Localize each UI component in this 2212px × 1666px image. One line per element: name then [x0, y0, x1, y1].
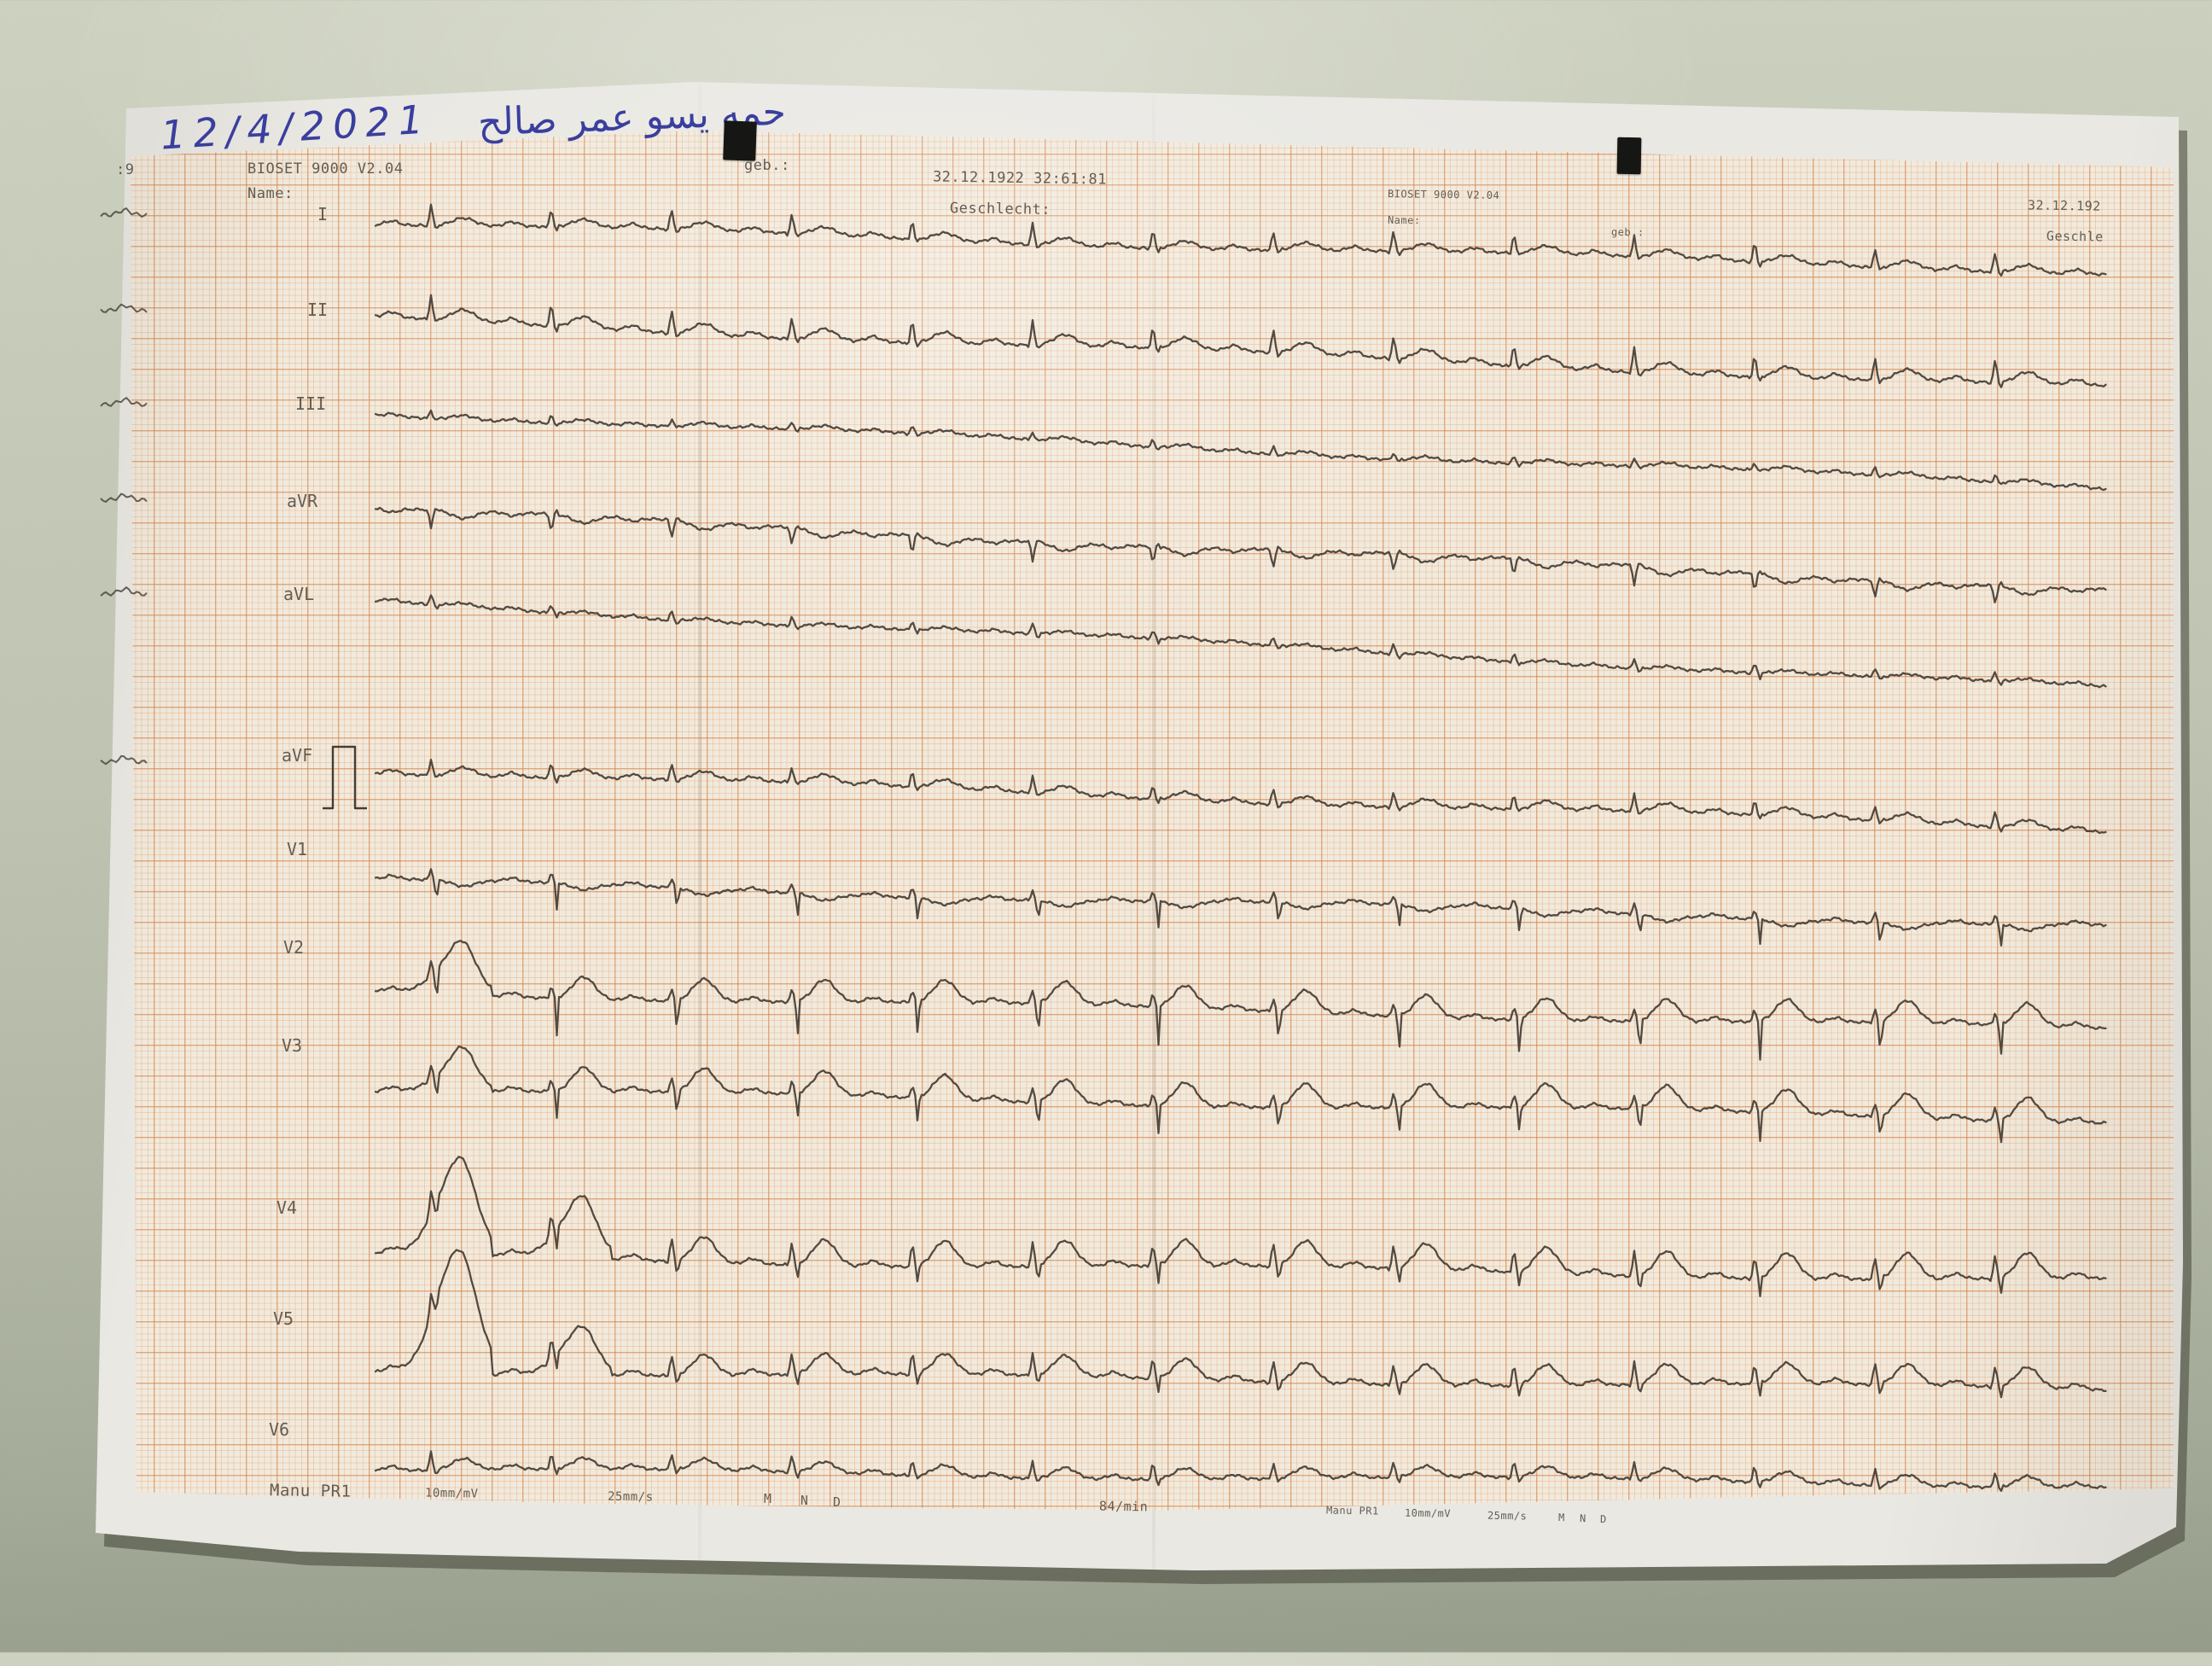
speed-annotation-left: 25mm/s [607, 1489, 654, 1505]
ecg-trace-fragment-aVR [100, 492, 148, 504]
device-model-right: BIOSET 9000 V2.04 [1387, 187, 1500, 202]
ecg-trace-V2 [374, 940, 2107, 1061]
ecg-trace-II [374, 294, 2107, 388]
ecg-trace-aVL [374, 594, 2107, 689]
ecg-trace-I [374, 203, 2107, 277]
speed-annotation-right: 25mm/s [1487, 1509, 1528, 1523]
ecg-trace-fragment-II [100, 303, 148, 313]
birthdate-label-right: geb.: [1610, 225, 1644, 239]
birthdate-label-left: geb.: [744, 157, 790, 174]
ecg-trace-V4 [374, 1156, 2107, 1297]
gain-annotation-right: 10mm/mV [1404, 1506, 1452, 1520]
ecg-trace-fragment-I [100, 207, 148, 218]
lead-label-III: III [295, 393, 326, 414]
lead-label-V6: V6 [269, 1419, 289, 1440]
lead-label-V4: V4 [276, 1197, 297, 1218]
sex-label-center: Geschlecht: [949, 200, 1051, 218]
heart-rate-annotation: 84/min [1098, 1498, 1149, 1515]
lead-label-aVL: aVL [283, 584, 314, 604]
lead-label-II: II [307, 300, 328, 320]
lead-label-V3: V3 [282, 1035, 302, 1056]
paper-edge-text: :9 [116, 161, 135, 178]
ecg-trace-V3 [374, 1045, 2107, 1144]
filter-d-left: D [832, 1494, 841, 1511]
lead-label-V5: V5 [273, 1308, 294, 1329]
calibration-pulse [323, 745, 367, 810]
filter-n-left: N [800, 1492, 809, 1509]
recording-datetime-right-partial: 32.12.192 [2027, 197, 2101, 214]
recording-datetime: 32.12.1922 32:61:81 [932, 168, 1108, 189]
lead-label-aVF: aVF [282, 745, 312, 766]
sex-label-right-partial: Geschle [2046, 228, 2104, 245]
ecg-trace-V5 [374, 1249, 2107, 1399]
filter-n-right: N [1579, 1512, 1586, 1525]
filter-m-right: M [1557, 1511, 1565, 1524]
gain-annotation-left: 10mm/mV [424, 1486, 479, 1501]
lead-label-I: I [317, 204, 328, 224]
lead-label-V1: V1 [287, 839, 307, 859]
filter-m-left: M [763, 1490, 772, 1507]
ecg-trace-fragment-III [100, 396, 148, 407]
black-tape-marker [723, 120, 757, 161]
ecg-trace-III [374, 409, 2107, 492]
name-label-left: Name: [247, 185, 294, 202]
name-label-right: Name: [1387, 213, 1421, 227]
ecg-trace-fragment-aVF [100, 754, 148, 766]
device-model-left: BIOSET 9000 V2.04 [247, 160, 404, 178]
ecg-trace-aVR [374, 506, 2107, 603]
lead-label-aVR: aVR [287, 491, 318, 511]
filter-d-right: D [1599, 1512, 1607, 1526]
mode-annotation-right: Manu PR1 [1325, 1504, 1379, 1517]
ecg-trace-V6 [374, 1450, 2107, 1492]
lead-label-V2: V2 [283, 937, 304, 958]
ecg-trace-V1 [374, 868, 2107, 947]
mode-annotation-left: Manu PR1 [269, 1481, 352, 1501]
black-tape-marker [1616, 137, 1642, 175]
ecg-trace-fragment-aVL [100, 585, 148, 597]
ecg-trace-aVF [374, 758, 2107, 835]
